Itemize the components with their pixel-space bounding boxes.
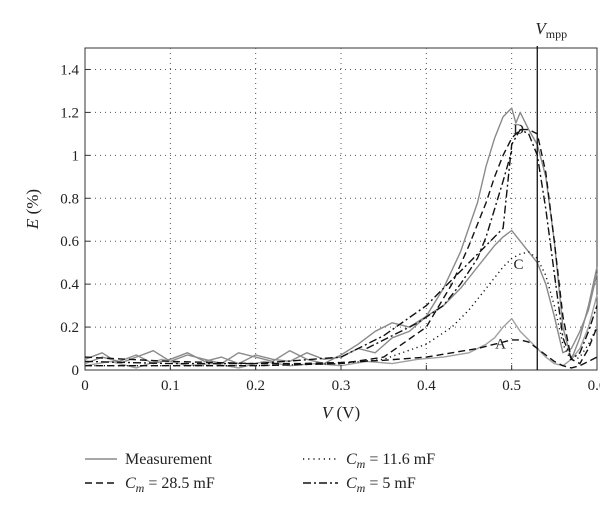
x-tick-label: 0.5 xyxy=(502,378,521,394)
grid xyxy=(85,48,597,370)
x-tick-label: 0.4 xyxy=(417,378,436,394)
x-tick-label: 0.1 xyxy=(161,378,180,394)
y-tick-label: 1 xyxy=(72,148,80,164)
x-tick-label: 0 xyxy=(81,378,89,394)
annotation-C: C xyxy=(513,257,523,273)
y-axis-label: E (%) xyxy=(23,189,42,230)
legend-dashdot-value: = 5 mF xyxy=(365,475,415,492)
y-tick-label: 1.2 xyxy=(60,105,79,121)
y-tick-label: 0.4 xyxy=(60,277,79,293)
series-dotted-5 xyxy=(85,251,598,367)
x-tick-label: 0.6 xyxy=(588,378,600,394)
x-tick-label: 0.2 xyxy=(246,378,265,394)
series-solid-0 xyxy=(84,107,598,365)
x-axis-label: V (V) xyxy=(322,403,360,422)
legend-dashed-sub: m xyxy=(136,481,145,495)
y-axis-ticks: 0 0.2 0.4 0.6 0.8 1 1.2 1.4 xyxy=(60,62,90,379)
y-axis-var: E xyxy=(23,218,42,230)
vmpp-label-sub: mpp xyxy=(546,27,567,41)
series-dashed-4 xyxy=(85,128,598,367)
series-dashdot-7 xyxy=(366,150,513,350)
x-tick-label: 0.3 xyxy=(332,378,351,394)
y-tick-label: 0 xyxy=(72,363,80,379)
legend-label-dashdot: Cm = 5 mF xyxy=(346,475,416,495)
annotation-D: D xyxy=(513,122,524,138)
annotation-A: A xyxy=(495,337,506,353)
curve-annotations: D C A xyxy=(495,122,524,353)
x-axis-var: V xyxy=(322,403,335,422)
x-axis-unit: (V) xyxy=(332,403,360,422)
vmpp-label: Vmpp xyxy=(535,19,567,41)
vmpp-line-group: Vmpp xyxy=(535,19,567,370)
legend-dashdot-sub: m xyxy=(357,481,366,495)
legend-dotted-var: C xyxy=(346,451,357,468)
y-axis-unit: (%) xyxy=(23,189,42,219)
legend-label-dotted: Cm = 11.6 mF xyxy=(346,451,435,471)
legend-dashed-var: C xyxy=(125,475,136,492)
y-tick-label: 0.6 xyxy=(60,234,79,250)
legend-dotted-value: = 11.6 mF xyxy=(365,451,435,468)
vmpp-label-main: V xyxy=(535,19,548,38)
series-group xyxy=(84,107,598,369)
legend-dotted-sub: m xyxy=(357,457,366,471)
legend-label-dashed: Cm = 28.5 mF xyxy=(125,475,215,495)
y-tick-label: 0.8 xyxy=(60,191,79,207)
y-tick-label: 0.2 xyxy=(60,320,79,336)
series-solid-1 xyxy=(84,229,598,365)
legend-label-measurement: Measurement xyxy=(125,451,213,468)
series-dashdot-6 xyxy=(84,128,598,365)
y-tick-label: 1.4 xyxy=(60,62,79,78)
legend: Measurement Cm = 11.6 mF Cm = 28.5 mF Cm… xyxy=(85,451,435,495)
x-axis-ticks: 0 0.1 0.2 0.3 0.4 0.5 0.6 xyxy=(81,365,600,394)
legend-dashed-value: = 28.5 mF xyxy=(144,475,214,492)
legend-dashdot-var: C xyxy=(346,475,357,492)
